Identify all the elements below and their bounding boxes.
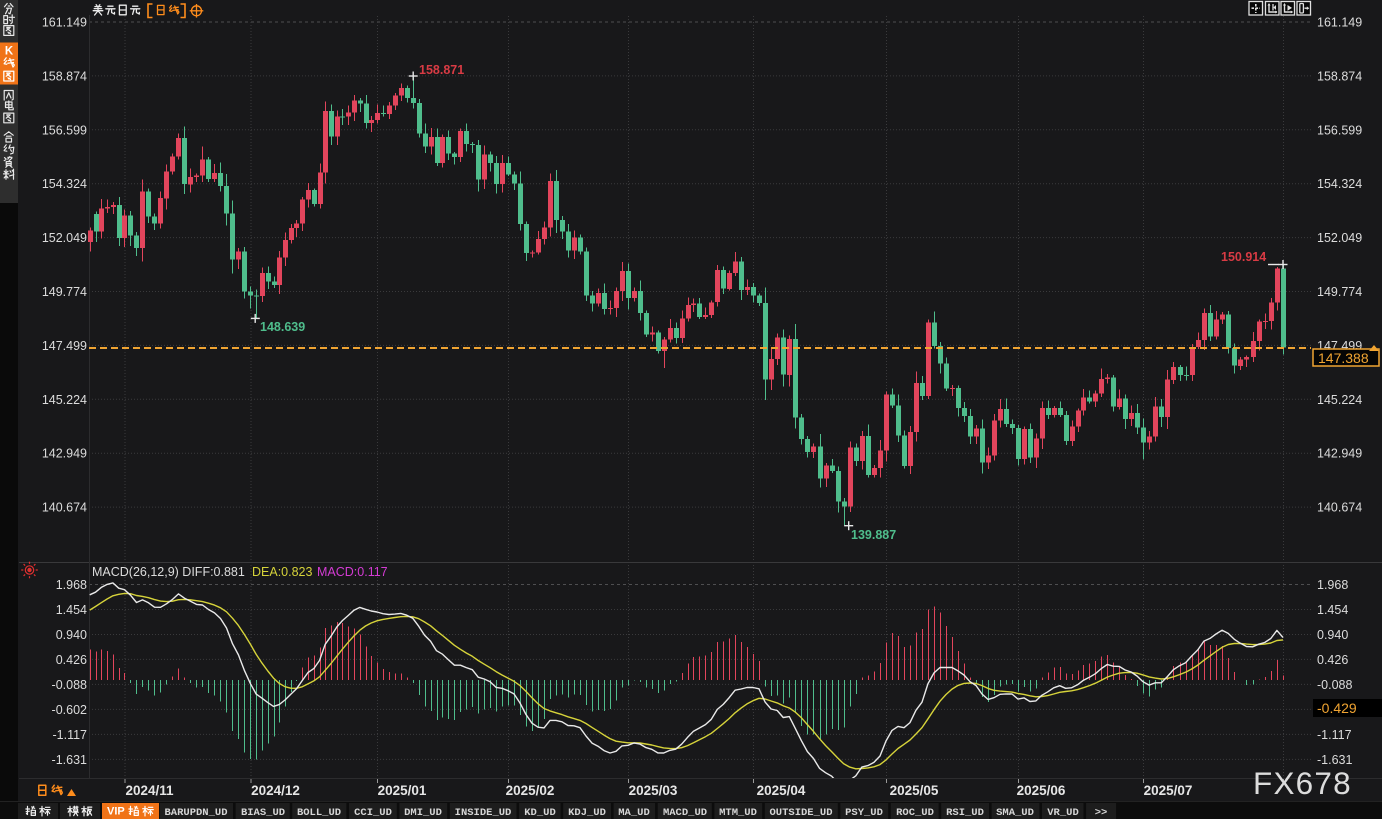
svg-text:OUTSIDE_UD: OUTSIDE_UD: [769, 807, 832, 819]
svg-text:-0.602: -0.602: [52, 703, 87, 717]
svg-text:150.914: 150.914: [1221, 250, 1266, 264]
svg-text:BARUPDN_UD: BARUPDN_UD: [164, 807, 227, 819]
svg-text:-1.117: -1.117: [1317, 728, 1352, 742]
svg-text:MTM_UD: MTM_UD: [719, 807, 757, 819]
svg-text:2025/03: 2025/03: [629, 783, 678, 798]
svg-text:FX678: FX678: [1253, 765, 1352, 801]
svg-text:MA_UD: MA_UD: [618, 807, 650, 819]
svg-text:0.940: 0.940: [1317, 628, 1348, 642]
svg-text:2025/07: 2025/07: [1144, 783, 1193, 798]
svg-text:156.599: 156.599: [1317, 123, 1362, 137]
svg-text:1.454: 1.454: [56, 603, 87, 617]
svg-text:K: K: [5, 46, 14, 58]
svg-text:145.224: 145.224: [1317, 393, 1362, 407]
svg-text:-0.429: -0.429: [1317, 700, 1357, 716]
svg-text:2025/04: 2025/04: [757, 783, 806, 798]
svg-text:2025/02: 2025/02: [506, 783, 555, 798]
svg-text:-1.117: -1.117: [52, 728, 87, 742]
svg-text:-1.631: -1.631: [52, 753, 87, 767]
svg-text:2025/01: 2025/01: [378, 783, 427, 798]
svg-text:1.454: 1.454: [1317, 603, 1348, 617]
svg-text:142.949: 142.949: [42, 447, 87, 461]
svg-text:0.426: 0.426: [1317, 653, 1348, 667]
svg-text:MACD:0.117: MACD:0.117: [317, 565, 388, 579]
svg-text:0.426: 0.426: [56, 653, 87, 667]
svg-text:RSI_UD: RSI_UD: [946, 807, 984, 819]
svg-text:139.887: 139.887: [851, 528, 896, 542]
svg-text:147.388: 147.388: [1318, 350, 1369, 366]
svg-text:PSY_UD: PSY_UD: [845, 807, 883, 819]
svg-text:0.940: 0.940: [56, 628, 87, 642]
svg-text:158.874: 158.874: [1317, 69, 1362, 83]
svg-text:2025/05: 2025/05: [890, 783, 939, 798]
svg-text:VIP: VIP: [107, 806, 125, 818]
svg-text:INSIDE_UD: INSIDE_UD: [455, 807, 512, 819]
svg-text:ROC_UD: ROC_UD: [896, 807, 934, 819]
svg-text:MACD_UD: MACD_UD: [663, 807, 707, 819]
svg-text:DEA:0.823: DEA:0.823: [252, 565, 313, 579]
svg-text:-0.088: -0.088: [1317, 678, 1352, 692]
svg-text:BIAS_UD: BIAS_UD: [241, 807, 285, 819]
svg-text:-1.631: -1.631: [1317, 753, 1352, 767]
svg-text:1.968: 1.968: [1317, 578, 1348, 592]
svg-text:140.674: 140.674: [1317, 501, 1362, 515]
svg-text:149.774: 149.774: [42, 285, 87, 299]
svg-text:147.499: 147.499: [42, 339, 87, 353]
svg-text:BOLL_UD: BOLL_UD: [297, 807, 341, 819]
svg-text:154.324: 154.324: [42, 177, 87, 191]
svg-text:-0.088: -0.088: [52, 678, 87, 692]
svg-text:2024/12: 2024/12: [251, 783, 300, 798]
svg-text:CCI_UD: CCI_UD: [354, 807, 392, 819]
svg-text:VR_UD: VR_UD: [1047, 807, 1079, 819]
svg-text:MACD(26,12,9) DIFF:0.881: MACD(26,12,9) DIFF:0.881: [92, 565, 245, 579]
svg-text:DMI_UD: DMI_UD: [404, 807, 442, 819]
svg-text:152.049: 152.049: [42, 231, 87, 245]
svg-text:2025/06: 2025/06: [1017, 783, 1066, 798]
svg-text:KDJ_UD: KDJ_UD: [568, 807, 606, 819]
svg-text:156.599: 156.599: [42, 123, 87, 137]
svg-text:148.639: 148.639: [260, 320, 305, 334]
svg-text:2024/11: 2024/11: [125, 783, 174, 798]
svg-text:152.049: 152.049: [1317, 231, 1362, 245]
svg-text:158.874: 158.874: [42, 69, 87, 83]
svg-text:158.871: 158.871: [419, 63, 464, 77]
svg-text:142.949: 142.949: [1317, 447, 1362, 461]
svg-text:KD_UD: KD_UD: [524, 807, 556, 819]
svg-text:145.224: 145.224: [42, 393, 87, 407]
svg-text:SMA_UD: SMA_UD: [996, 807, 1034, 819]
svg-text:161.149: 161.149: [42, 16, 87, 30]
svg-text:161.149: 161.149: [1317, 16, 1362, 30]
svg-text:140.674: 140.674: [42, 501, 87, 515]
svg-text:149.774: 149.774: [1317, 285, 1362, 299]
svg-text:154.324: 154.324: [1317, 177, 1362, 191]
svg-text:1.968: 1.968: [56, 578, 87, 592]
svg-text:>>: >>: [1095, 807, 1108, 819]
